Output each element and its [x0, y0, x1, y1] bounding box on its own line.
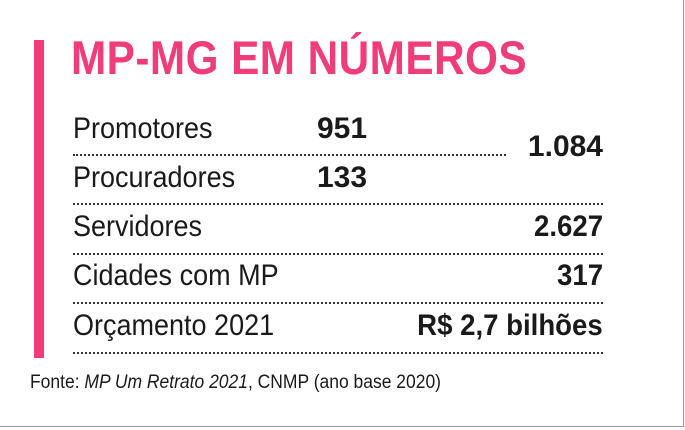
source-note: Fonte: MP Um Retrato 2021, CNMP (ano bas… — [30, 372, 441, 394]
infographic-title: MP-MG EM NÚMEROS — [71, 31, 528, 84]
row-value: 133 — [317, 161, 368, 194]
row-divider — [73, 352, 603, 354]
row-promotores: Promotores 951 — [73, 106, 603, 152]
row-divider — [73, 154, 506, 156]
row-cidades: Cidades com MP 317 — [73, 253, 603, 299]
accent-bar — [34, 40, 44, 358]
row-divider — [73, 253, 603, 255]
row-orcamento: Orçamento 2021 R$ 2,7 bilhões — [73, 303, 603, 349]
row-label: Procuradores — [73, 161, 236, 194]
row-value: 317 — [556, 259, 603, 292]
source-title: MP Um Retrato 2021 — [84, 372, 248, 393]
row-value: 951 — [317, 112, 368, 145]
row-value: R$ 2,7 bilhões — [417, 309, 603, 342]
row-value: 2.627 — [533, 210, 603, 243]
row-servidores: Servidores 2.627 — [73, 204, 603, 250]
row-divider — [73, 203, 603, 205]
row-label: Promotores — [73, 112, 213, 145]
row-procuradores: Procuradores 133 — [73, 155, 603, 201]
row-label: Servidores — [73, 210, 203, 243]
source-suffix: , CNMP (ano base 2020) — [247, 372, 442, 393]
row-divider — [73, 302, 603, 304]
source-prefix: Fonte: — [30, 372, 85, 393]
row-label: Orçamento 2021 — [73, 309, 275, 342]
row-label: Cidades com MP — [73, 259, 279, 292]
members-total-value: 1.084 — [527, 130, 603, 163]
